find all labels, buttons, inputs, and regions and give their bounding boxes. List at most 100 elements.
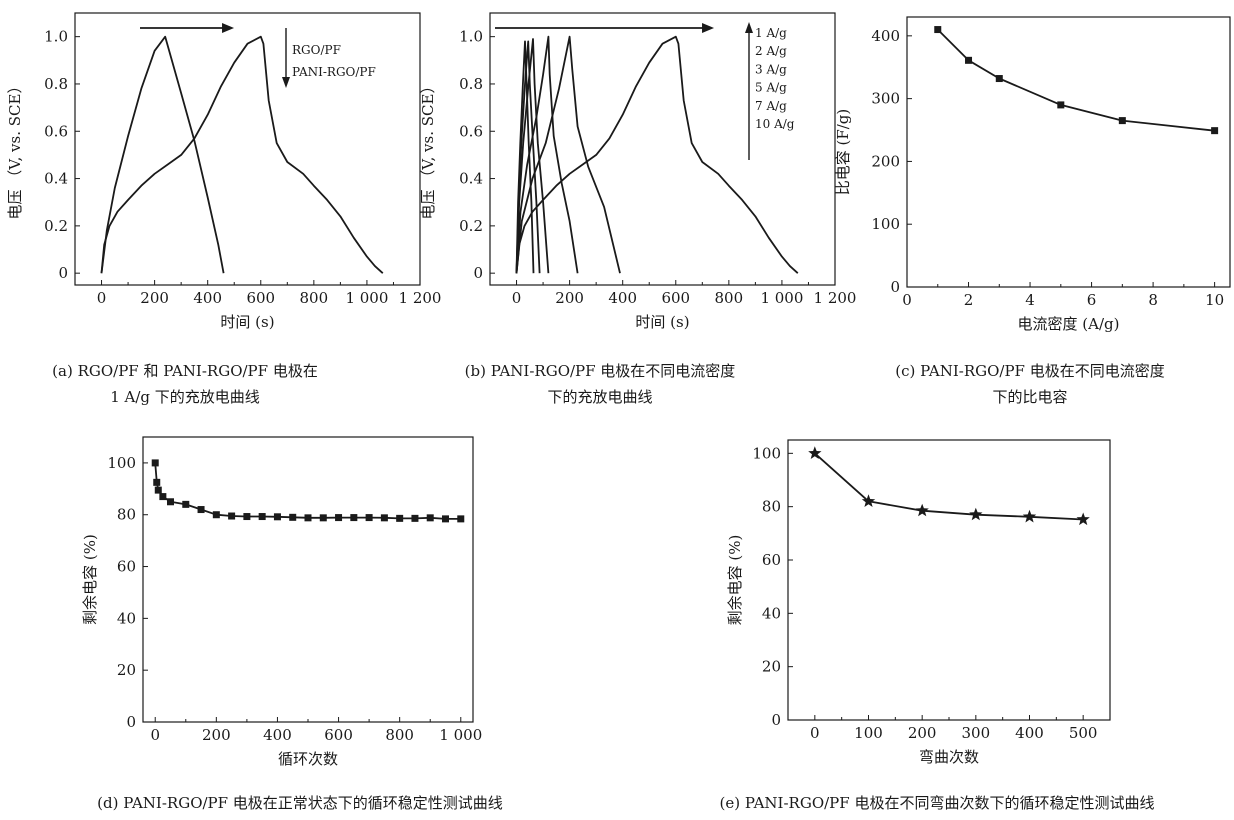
data-point-c <box>1118 117 1126 125</box>
caption-b: (b) PANI-RGO/PF 电极在不同电流密度 下的充放电曲线 <box>430 358 770 410</box>
x-axis-label-b: 时间 (s) <box>635 313 689 331</box>
data-point-e <box>808 446 822 459</box>
x-tick-label-a: 400 <box>193 289 222 307</box>
caption-b-line-2: 下的充放电曲线 <box>547 388 653 406</box>
x-tick-label-b: 200 <box>555 289 584 307</box>
data-point-c <box>1057 101 1065 109</box>
data-point-d <box>304 514 312 522</box>
x-tick-label-c: 6 <box>1087 291 1097 309</box>
data-point-d <box>167 498 174 506</box>
y-tick-label-c: 100 <box>871 215 900 233</box>
data-point-d <box>350 514 358 522</box>
x-axis-label-e: 弯曲次数 <box>919 748 979 766</box>
legend-label-a: PANI-RGO/PF <box>292 65 376 79</box>
data-point-e <box>1022 509 1037 523</box>
x-tick-label-e: 0 <box>810 724 820 742</box>
x-axis-label-d: 循环次数 <box>278 750 338 768</box>
data-point-d <box>319 514 327 522</box>
legend-label-b: 10 A/g <box>755 117 795 131</box>
x-tick-label-c: 4 <box>1025 291 1035 309</box>
x-tick-label-d: 400 <box>263 726 292 744</box>
series-line-b-3 <box>515 38 550 274</box>
x-tick-label-b: 0 <box>512 289 522 307</box>
data-point-c <box>934 26 942 34</box>
y-tick-label-c: 200 <box>871 152 900 170</box>
arrow-head-a <box>222 23 235 33</box>
x-tick-label-e: 300 <box>962 724 991 742</box>
data-point-d <box>212 511 220 519</box>
data-point-c <box>1211 127 1219 135</box>
series-line-a-0 <box>100 35 225 274</box>
x-tick-label-e: 400 <box>1015 724 1044 742</box>
legend-label-b: 1 A/g <box>755 26 787 40</box>
x-tick-label-a: 1 000 <box>345 289 388 307</box>
x-tick-label-e: 500 <box>1069 724 1098 742</box>
data-point-d <box>273 513 281 521</box>
data-point-d <box>365 514 373 522</box>
x-tick-label-a: 0 <box>97 289 107 307</box>
data-point-c <box>965 56 973 64</box>
y-tick-label-b: 1.0 <box>459 28 483 46</box>
caption-c-line-1: (c) PANI-RGO/PF 电极在不同电流密度 <box>895 362 1165 380</box>
y-axis-label-d: 剩余电容 (%) <box>81 534 99 625</box>
legend-label-b: 5 A/g <box>755 81 787 95</box>
y-tick-label-d: 0 <box>126 713 136 731</box>
data-point-d <box>228 512 236 520</box>
data-point-d <box>159 493 167 501</box>
y-tick-label-b: 0 <box>473 264 483 282</box>
data-point-d <box>154 486 162 494</box>
y-axis-label-a: 电压 （V, vs. SCE） <box>6 79 24 220</box>
caption-a-line-2: 1 A/g 下的充放电曲线 <box>110 388 260 406</box>
caption-c-line-2: 下的比电容 <box>992 388 1068 406</box>
data-point-c <box>995 75 1003 83</box>
data-point-d <box>289 513 297 521</box>
legend-label-a: RGO/PF <box>292 43 341 57</box>
series-line-e-0 <box>814 452 1084 521</box>
x-axis-label-a: 时间 (s) <box>220 313 274 331</box>
data-point-d <box>396 514 404 522</box>
plot-frame-a <box>74 12 421 286</box>
series-line-a-1 <box>100 35 384 274</box>
y-tick-label-d: 20 <box>117 661 136 679</box>
x-tick-label-c: 8 <box>1148 291 1158 309</box>
x-tick-label-d: 200 <box>202 726 231 744</box>
y-tick-label-a: 0.8 <box>44 75 68 93</box>
y-tick-label-b: 0.4 <box>459 170 483 188</box>
y-tick-label-a: 0 <box>58 264 68 282</box>
plot-frame-b <box>489 12 836 286</box>
y-axis-label-c: 比电容 (F/g) <box>834 109 852 196</box>
data-point-d <box>182 500 190 508</box>
legend-arrow-head-a <box>282 77 290 88</box>
y-tick-label-a: 0.4 <box>44 170 68 188</box>
y-tick-label-b: 0.8 <box>459 75 483 93</box>
data-point-e <box>969 507 983 521</box>
caption-d-line-1: (d) PANI-RGO/PF 电极在正常状态下的循环稳定性测试曲线 <box>97 794 503 812</box>
x-tick-label-d: 600 <box>324 726 353 744</box>
plot-frame-e <box>787 439 1111 721</box>
data-point-e <box>861 494 876 507</box>
legend-arrow-head-b <box>745 22 753 33</box>
caption-b-line-1: (b) PANI-RGO/PF 电极在不同电流密度 <box>464 362 736 380</box>
y-tick-label-e: 100 <box>752 444 781 462</box>
y-tick-label-d: 60 <box>117 558 136 576</box>
x-tick-label-a: 800 <box>300 289 329 307</box>
plot-frame-c <box>906 16 1231 288</box>
data-point-d <box>258 513 266 521</box>
y-tick-label-c: 0 <box>890 278 900 296</box>
y-tick-label-c: 400 <box>871 27 900 45</box>
chart-panel-e: 0 100 200 300 400 500 0 20 40 60 80 100 弯曲次数 剩余电容 (%) <box>726 439 1111 766</box>
x-tick-label-e: 100 <box>854 724 883 742</box>
y-tick-label-a: 0.2 <box>44 217 68 235</box>
x-tick-label-c: 10 <box>1205 291 1224 309</box>
data-point-d <box>197 506 205 514</box>
y-tick-label-d: 100 <box>107 454 136 472</box>
x-tick-label-d: 800 <box>385 726 414 744</box>
arrow-head-b <box>702 23 715 33</box>
caption-d: (d) PANI-RGO/PF 电极在正常状态下的循环稳定性测试曲线 <box>0 790 600 816</box>
caption-e-line-1: (e) PANI-RGO/PF 电极在不同弯曲次数下的循环稳定性测试曲线 <box>719 794 1155 812</box>
data-point-d <box>153 478 161 486</box>
x-tick-label-b: 1 000 <box>760 289 803 307</box>
y-tick-label-b: 0.2 <box>459 217 483 235</box>
x-tick-label-c: 2 <box>964 291 974 309</box>
